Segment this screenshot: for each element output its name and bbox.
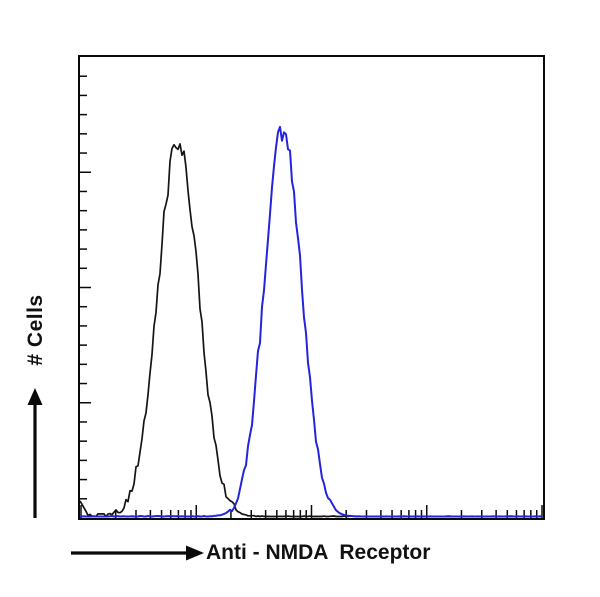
y-axis-ticks — [80, 75, 91, 500]
x-axis-label: Anti - NMDA Receptor — [206, 541, 431, 564]
plot-area — [78, 55, 545, 520]
curve-black-curve — [80, 143, 543, 518]
histogram-canvas — [80, 75, 543, 518]
curve-blue-curve — [80, 125, 542, 518]
y-axis-arrow-icon — [27, 388, 43, 518]
y-axis-label: # Cells — [24, 294, 47, 366]
x-axis-arrow-icon — [71, 545, 204, 561]
